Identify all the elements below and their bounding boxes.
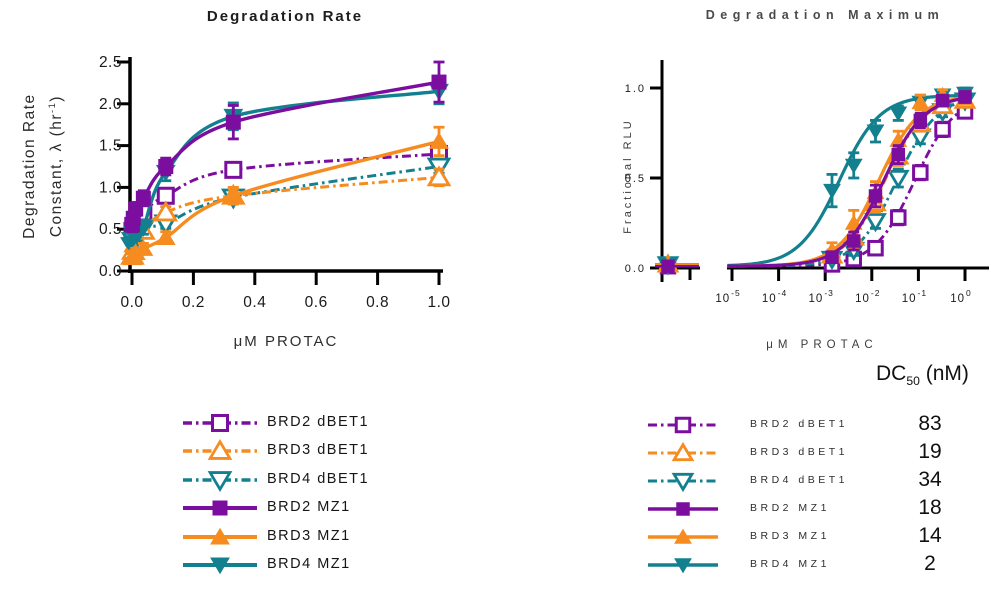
right-legend-label-brd4-mz1: BRD4 MZ1 [750,558,830,570]
left-y-tick-label: 0.0 [99,263,122,280]
right-legend-label-brd2-dbet1: BRD2 dBET1 [750,418,849,430]
left-legend-label-brd4-dbet1: BRD4 dBET1 [267,471,370,487]
right-y-tick-label: 0.5 [625,173,646,185]
dc50-value-brd2-mz1: 18 [918,496,942,519]
left-y-tick-label: 2.0 [99,96,122,113]
right-x-tick-label: 10-3 [809,288,834,305]
right-legend-label-brd4-dbet1: BRD4 dBET1 [750,474,849,486]
right-y-tick-label: 0.0 [625,263,646,275]
right-x-tick-label: 10-4 [762,288,787,305]
right-x-axis-label: μM PROTAC [766,339,878,351]
left-y-tick-label: 2.5 [99,54,122,71]
left-y-tick-label: 1.0 [99,179,122,196]
right-legend-label-brd2-mz1: BRD2 MZ1 [750,502,830,514]
right-x-tick-label: 10-5 [715,288,740,305]
right-legend-label-brd3-dbet1: BRD3 dBET1 [750,446,849,458]
dc50-value-brd4-mz1: 2 [924,552,936,575]
left-legend-label-brd3-dbet1: BRD3 dBET1 [267,442,370,458]
left-x-tick-label: 0.6 [305,294,328,311]
left-legend-label-brd4-mz1: BRD4 MZ1 [267,556,351,572]
right-x-tick-label: 10-1 [902,288,927,305]
dc50-header-text: DC [876,362,907,385]
left-x-tick-label: 0.8 [366,294,389,311]
dc50-value-brd2-dbet1: 83 [918,412,942,435]
left-chart-title: Degradation Rate [206,8,364,25]
left-x-tick-label: 0.0 [120,294,143,311]
dc50-header-unit: (nM) [919,362,969,385]
right-x-tick-label: 10-2 [855,288,880,305]
dc50-value-brd4-dbet1: 34 [918,468,942,491]
dc50-column-header: DC50 (nM) [876,362,969,388]
right-y-tick-label: 1.0 [625,83,646,95]
left-y-tick-label: 1.5 [99,138,122,155]
dc50-header-subscript: 50 [906,374,920,389]
dc50-value-brd3-dbet1: 19 [918,440,942,463]
right-x-tick-label: 100 [950,288,972,305]
right-legend-label-brd3-mz1: BRD3 MZ1 [750,530,830,542]
left-y-tick-label: 0.5 [99,221,122,238]
left-legend-label-brd2-mz1: BRD2 MZ1 [267,499,351,515]
dc50-value-brd3-mz1: 14 [918,524,942,547]
left-legend-label-brd3-mz1: BRD3 MZ1 [267,528,351,544]
left-x-tick-label: 1.0 [427,294,450,311]
left-x-tick-label: 0.4 [243,294,266,311]
left-x-axis-label: μM PROTAC [233,333,339,350]
right-chart-title: Degradation Maximum [705,8,945,22]
left-x-tick-label: 0.2 [182,294,205,311]
left-legend-label-brd2-dbet1: BRD2 dBET1 [267,414,370,430]
